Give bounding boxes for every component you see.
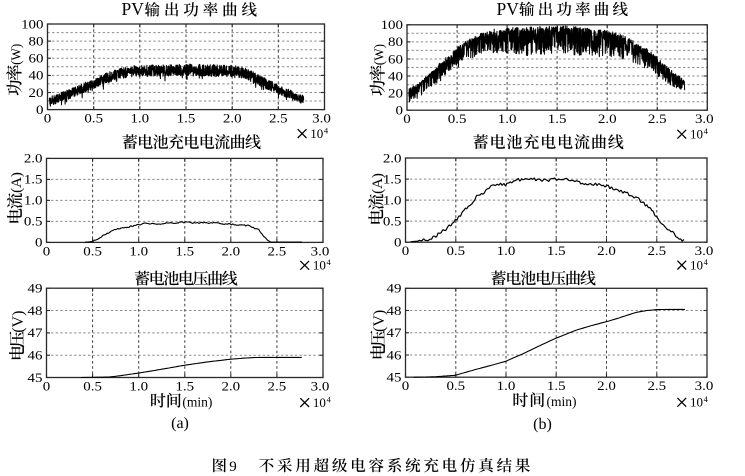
svg-text:2.0: 2.0 <box>221 245 240 259</box>
svg-text:40: 40 <box>388 70 403 84</box>
svg-text:0.5: 0.5 <box>446 245 465 259</box>
svg-text:2.5: 2.5 <box>268 380 287 394</box>
svg-text:1.5: 1.5 <box>175 245 194 259</box>
svg-text:10: 10 <box>690 126 703 141</box>
svg-text:0.5: 0.5 <box>24 215 43 229</box>
svg-text:1.0: 1.0 <box>497 380 516 394</box>
svg-text:0: 0 <box>403 113 410 127</box>
svg-text:2.0: 2.0 <box>597 245 616 259</box>
svg-text:0.5: 0.5 <box>83 245 102 259</box>
svg-text:3.0: 3.0 <box>695 113 714 127</box>
svg-text:0: 0 <box>43 380 50 394</box>
svg-text:1.0: 1.0 <box>24 194 43 208</box>
svg-text:48: 48 <box>28 305 43 319</box>
svg-text:2.5: 2.5 <box>647 245 666 259</box>
svg-text:60: 60 <box>29 52 44 66</box>
svg-text:0: 0 <box>396 104 403 118</box>
svg-text:2.0: 2.0 <box>383 152 402 166</box>
svg-text:(V): (V) <box>10 311 27 333</box>
svg-text:0: 0 <box>402 380 409 394</box>
svg-text:1.5: 1.5 <box>383 173 402 187</box>
svg-text:1.5: 1.5 <box>548 113 567 127</box>
svg-text:PV: PV <box>122 0 145 19</box>
svg-text:(A): (A) <box>370 173 386 194</box>
svg-text:2.0: 2.0 <box>597 380 616 394</box>
svg-text:47: 47 <box>28 327 43 341</box>
svg-text:100: 100 <box>381 19 403 33</box>
svg-text:4: 4 <box>324 125 329 135</box>
svg-text:1.0: 1.0 <box>383 194 402 208</box>
svg-text:10: 10 <box>310 126 323 141</box>
svg-text:80: 80 <box>29 35 44 49</box>
svg-text:80: 80 <box>388 36 403 50</box>
svg-text:48: 48 <box>387 305 402 319</box>
svg-text:(min): (min) <box>182 394 212 409</box>
svg-text:4: 4 <box>704 394 709 404</box>
svg-text:2.5: 2.5 <box>648 113 667 127</box>
svg-text:(W): (W) <box>372 44 387 65</box>
svg-text:(A): (A) <box>9 172 25 193</box>
svg-text:0: 0 <box>36 104 43 118</box>
svg-text:0: 0 <box>43 245 50 259</box>
svg-text:PV: PV <box>497 0 520 19</box>
svg-text:4: 4 <box>327 257 332 267</box>
svg-text:46: 46 <box>28 349 43 363</box>
svg-text:100: 100 <box>21 18 43 32</box>
svg-text:(b): (b) <box>533 416 552 433</box>
svg-text:4: 4 <box>704 257 709 267</box>
svg-text:0.5: 0.5 <box>84 112 103 126</box>
svg-text:3.0: 3.0 <box>311 245 330 259</box>
svg-text:0: 0 <box>35 236 42 250</box>
svg-text:3.0: 3.0 <box>311 380 330 394</box>
svg-text:2.5: 2.5 <box>269 112 288 126</box>
svg-text:1.5: 1.5 <box>547 380 566 394</box>
svg-text:2.5: 2.5 <box>268 245 287 259</box>
svg-text:0: 0 <box>394 236 401 250</box>
svg-text:1.5: 1.5 <box>547 245 566 259</box>
svg-text:46: 46 <box>387 349 402 363</box>
svg-text:47: 47 <box>387 327 402 341</box>
svg-text:2.0: 2.0 <box>24 152 43 166</box>
svg-text:2.0: 2.0 <box>223 112 242 126</box>
svg-text:2.0: 2.0 <box>221 380 240 394</box>
svg-text:3.0: 3.0 <box>695 380 714 394</box>
svg-text:1.0: 1.0 <box>497 245 516 259</box>
svg-text:(min): (min) <box>547 394 577 409</box>
svg-text:(V): (V) <box>371 310 388 332</box>
svg-text:1.0: 1.0 <box>130 112 149 126</box>
svg-text:0: 0 <box>44 112 51 126</box>
svg-text:20: 20 <box>388 87 403 101</box>
svg-text:(a): (a) <box>171 415 189 432</box>
svg-text:10: 10 <box>313 258 326 273</box>
svg-text:49: 49 <box>28 282 43 296</box>
svg-text:0.5: 0.5 <box>446 380 465 394</box>
svg-text:10: 10 <box>690 395 703 410</box>
svg-text:0.5: 0.5 <box>448 113 467 127</box>
svg-text:2.5: 2.5 <box>647 380 666 394</box>
svg-text:49: 49 <box>387 282 402 296</box>
svg-text:10: 10 <box>313 395 326 410</box>
svg-text:1.5: 1.5 <box>177 112 196 126</box>
svg-text:1.0: 1.0 <box>129 380 148 394</box>
svg-text:45: 45 <box>28 372 43 386</box>
svg-text:45: 45 <box>387 371 402 385</box>
svg-text:60: 60 <box>388 53 403 67</box>
svg-text:9: 9 <box>229 459 237 475</box>
svg-text:4: 4 <box>327 394 332 404</box>
svg-text:(W): (W) <box>8 44 23 65</box>
svg-text:1.0: 1.0 <box>129 245 148 259</box>
svg-text:4: 4 <box>704 126 709 136</box>
svg-text:3.0: 3.0 <box>312 112 331 126</box>
svg-text:0.5: 0.5 <box>83 380 102 394</box>
svg-text:0.5: 0.5 <box>383 215 402 229</box>
svg-text:1.5: 1.5 <box>24 173 43 187</box>
svg-text:20: 20 <box>29 87 44 101</box>
svg-text:1.5: 1.5 <box>175 380 194 394</box>
svg-text:3.0: 3.0 <box>695 245 714 259</box>
svg-text:10: 10 <box>690 257 703 272</box>
svg-text:2.0: 2.0 <box>598 113 617 127</box>
svg-text:0: 0 <box>402 245 409 259</box>
svg-text:40: 40 <box>29 69 44 83</box>
svg-text:1.0: 1.0 <box>498 113 517 127</box>
